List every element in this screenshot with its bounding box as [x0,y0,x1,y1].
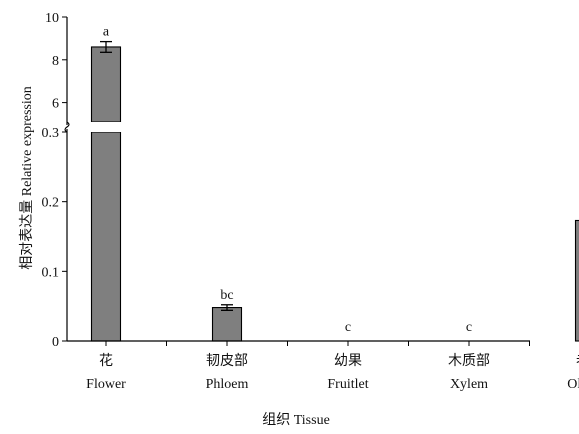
y-tick-label: 0 [52,335,59,350]
ticks-layer [62,16,530,346]
x-tick-label-en: Old leaf [567,377,579,392]
x-tick-label-en: Fruitlet [327,377,368,392]
y-tick-label: 0.1 [42,265,60,280]
x-tick-label-en: Phloem [206,377,249,392]
significance-label: c [345,320,351,335]
y-axis-title: 相对表达量 Relative expression [19,86,35,270]
bar [574,219,579,342]
y-tick-label: 10 [45,11,59,26]
x-tick-label-zh: 韧皮部 [206,353,248,369]
x-axis-title: 组织 Tissue [262,412,330,428]
x-tick-label-zh: 花 [99,353,113,369]
x-tick-label-zh: 幼果 [334,353,362,369]
bar [90,46,122,123]
significance-label: bc [220,288,233,303]
significance-label: a [103,25,110,40]
bar [211,307,243,342]
axes-layer [64,17,530,342]
y-tick-label: 6 [52,97,59,112]
x-tick-label-zh: 老叶 [576,353,579,369]
bar [90,131,122,342]
bar-break-gap [89,122,123,132]
bars-layer [89,40,579,342]
labels-layer: 0 0.1 0.2 0.3 6 8 10 花 Flower a 韧皮部 Phloem bc 幼果 Fruit… [42,11,579,392]
y-axis-break-mark [64,121,70,133]
y-tick-label: 8 [52,54,59,69]
y-tick-label: 0.3 [42,126,60,141]
x-tick-label-zh: 木质部 [448,353,490,369]
y-tick-label: 0.2 [42,196,60,211]
x-tick-label-en: Flower [86,377,126,392]
x-tick-label-en: Xylem [450,377,488,392]
significance-label: c [466,320,472,335]
